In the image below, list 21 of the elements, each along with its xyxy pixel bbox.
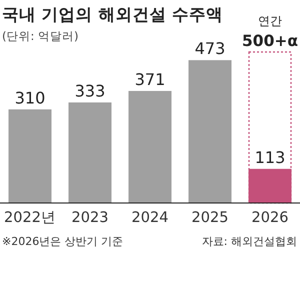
data-label: 113	[254, 148, 286, 167]
x-tick-label: 2026	[252, 210, 288, 226]
annotation: 연간	[258, 14, 282, 28]
x-tick-label: 2023	[72, 210, 108, 226]
data-label: 500+α	[242, 32, 298, 50]
bar	[128, 90, 172, 203]
bar	[8, 109, 52, 203]
data-label: 333	[74, 81, 106, 100]
bar	[248, 51, 292, 204]
x-tick-label: 2025	[192, 210, 228, 226]
x-tick-label: 2022년	[4, 210, 56, 226]
text: ※2026년은 상반기 기준	[2, 235, 124, 248]
text: 자료: 해외건설협회	[202, 235, 297, 248]
bar	[188, 60, 232, 203]
data-label: 371	[134, 70, 166, 89]
x-tick-label: 2024	[132, 210, 168, 226]
bar	[68, 102, 112, 203]
chart-subtitle: (단위: 억달러)	[2, 29, 79, 43]
data-label: 310	[14, 88, 46, 108]
chart-title: 국내 기업의 해외건설 수주액	[2, 5, 224, 24]
data-label: 473	[194, 39, 226, 58]
